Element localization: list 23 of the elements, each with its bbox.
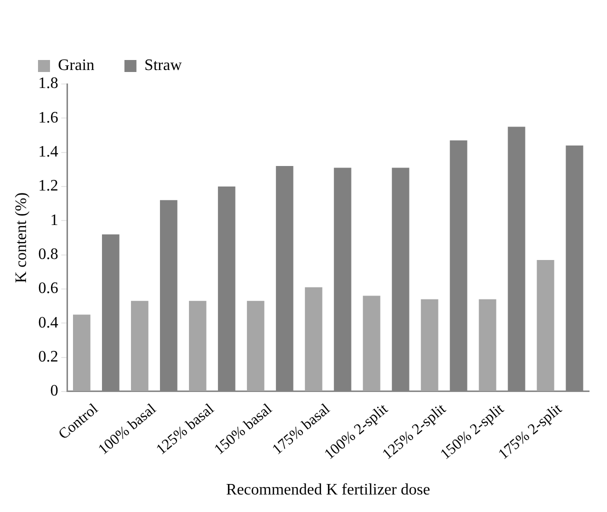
y-tick-label: 0.6	[38, 280, 58, 298]
legend-label: Grain	[58, 57, 94, 74]
y-axis-title: K content (%)	[12, 192, 30, 284]
bar	[246, 300, 264, 391]
bar	[420, 299, 438, 391]
y-tick-label: 0.4	[38, 314, 58, 332]
bar	[478, 299, 496, 391]
y-tick-label: 0	[50, 382, 58, 400]
bar	[362, 296, 380, 391]
bar	[536, 260, 554, 391]
legend-label: Straw	[144, 57, 182, 74]
y-tick-label: 1	[50, 212, 58, 229]
y-tick-label: 0.8	[38, 246, 58, 264]
bar	[73, 314, 90, 391]
bar	[130, 300, 148, 391]
y-tick-label: 1.6	[38, 109, 58, 126]
x-axis-title: Recommended K fertilizer dose	[226, 482, 430, 499]
bar	[304, 287, 322, 391]
bar	[188, 300, 206, 391]
y-tick-label: 1.4	[38, 144, 58, 161]
y-tick-label: 1.8	[38, 75, 58, 92]
y-tick-label: 1.2	[38, 178, 58, 195]
y-tick-label: 0.2	[38, 348, 58, 366]
